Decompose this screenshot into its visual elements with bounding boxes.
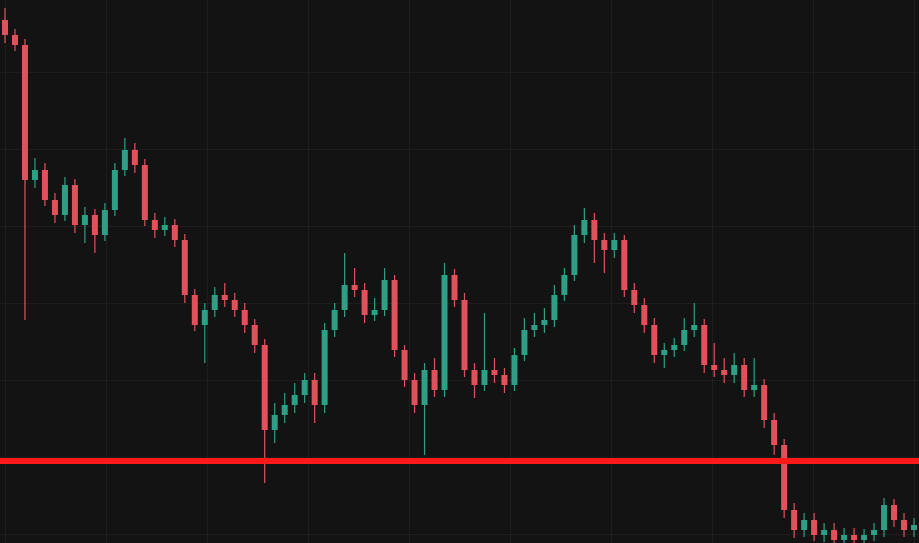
candle-body (851, 535, 858, 540)
candle-body (401, 350, 408, 380)
candle-body (631, 290, 638, 305)
candle-body (471, 370, 478, 385)
candle-body (841, 535, 848, 540)
candle-body (201, 310, 208, 325)
candle-body (891, 505, 898, 520)
candle-body (881, 505, 888, 530)
candle-body (131, 150, 138, 165)
candle-body (241, 310, 248, 325)
candle-body (641, 305, 648, 325)
candle-body (351, 285, 358, 290)
candle-body (591, 220, 598, 240)
candle-body (621, 240, 628, 290)
candle-body (311, 380, 318, 405)
candle-body (111, 170, 118, 210)
candle-body (411, 380, 418, 405)
candle-body (871, 530, 878, 535)
candle-body (821, 530, 828, 535)
candle-body (691, 325, 698, 330)
candle-body (251, 325, 258, 345)
candle-body (441, 275, 448, 390)
candle-body (671, 345, 678, 350)
candle-body (501, 375, 508, 385)
candle-body (791, 510, 798, 530)
candle-body (781, 445, 788, 510)
candle-body (191, 295, 198, 325)
candle-body (421, 370, 428, 405)
candle-body (701, 325, 708, 365)
candle-body (511, 355, 518, 385)
candle-body (771, 420, 778, 445)
candle-body (211, 295, 218, 310)
candle-body (81, 215, 88, 225)
candle-body (431, 370, 438, 390)
candle-body (391, 280, 398, 350)
candle-body (751, 385, 758, 390)
candle-body (521, 330, 528, 355)
candle-body (1, 20, 8, 35)
candle-body (51, 200, 58, 215)
candle-body (21, 45, 28, 180)
candle-body (371, 310, 378, 315)
candle-body (121, 150, 128, 170)
candle-body (831, 530, 838, 540)
candle-body (11, 35, 18, 45)
candle-body (731, 365, 738, 375)
candle-body (721, 370, 728, 375)
candle-body (761, 385, 768, 420)
candle-body (541, 320, 548, 325)
candle-body (331, 310, 338, 330)
candle-body (741, 365, 748, 390)
candle-body (481, 370, 488, 385)
candle-body (581, 220, 588, 235)
candle-body (711, 365, 718, 370)
candle-body (171, 225, 178, 240)
candle-body (801, 520, 808, 530)
candle-body (461, 300, 468, 370)
candle-body (551, 295, 558, 320)
candle-body (181, 240, 188, 295)
candle-body (151, 220, 158, 230)
candle-body (901, 520, 908, 530)
candle-body (861, 535, 868, 540)
candle-body (71, 185, 78, 225)
candle-body (31, 170, 38, 180)
candle-body (491, 370, 498, 375)
candle-body (231, 300, 238, 310)
candle-body (451, 275, 458, 300)
candle-body (611, 240, 618, 250)
candle-body (261, 345, 268, 430)
candle-body (141, 165, 148, 220)
candle-body (811, 520, 818, 535)
candle-body (361, 290, 368, 315)
candle-body (161, 225, 168, 230)
candle-body (531, 325, 538, 330)
candle-body (661, 350, 668, 355)
candle-body (681, 330, 688, 345)
candle-body (561, 275, 568, 295)
candle-body (381, 280, 388, 310)
candle-body (221, 295, 228, 300)
candle-body (911, 525, 918, 530)
candle-body (601, 240, 608, 250)
candle-body (341, 285, 348, 310)
candle-body (271, 415, 278, 430)
candle-body (291, 395, 298, 405)
candle-body (41, 170, 48, 200)
candle-body (321, 330, 328, 405)
candle-body (61, 185, 68, 215)
candle-body (281, 405, 288, 415)
candle-body (571, 235, 578, 275)
candle-body (101, 210, 108, 235)
candle-body (91, 215, 98, 235)
candle-body (301, 380, 308, 395)
candle-body (651, 325, 658, 355)
